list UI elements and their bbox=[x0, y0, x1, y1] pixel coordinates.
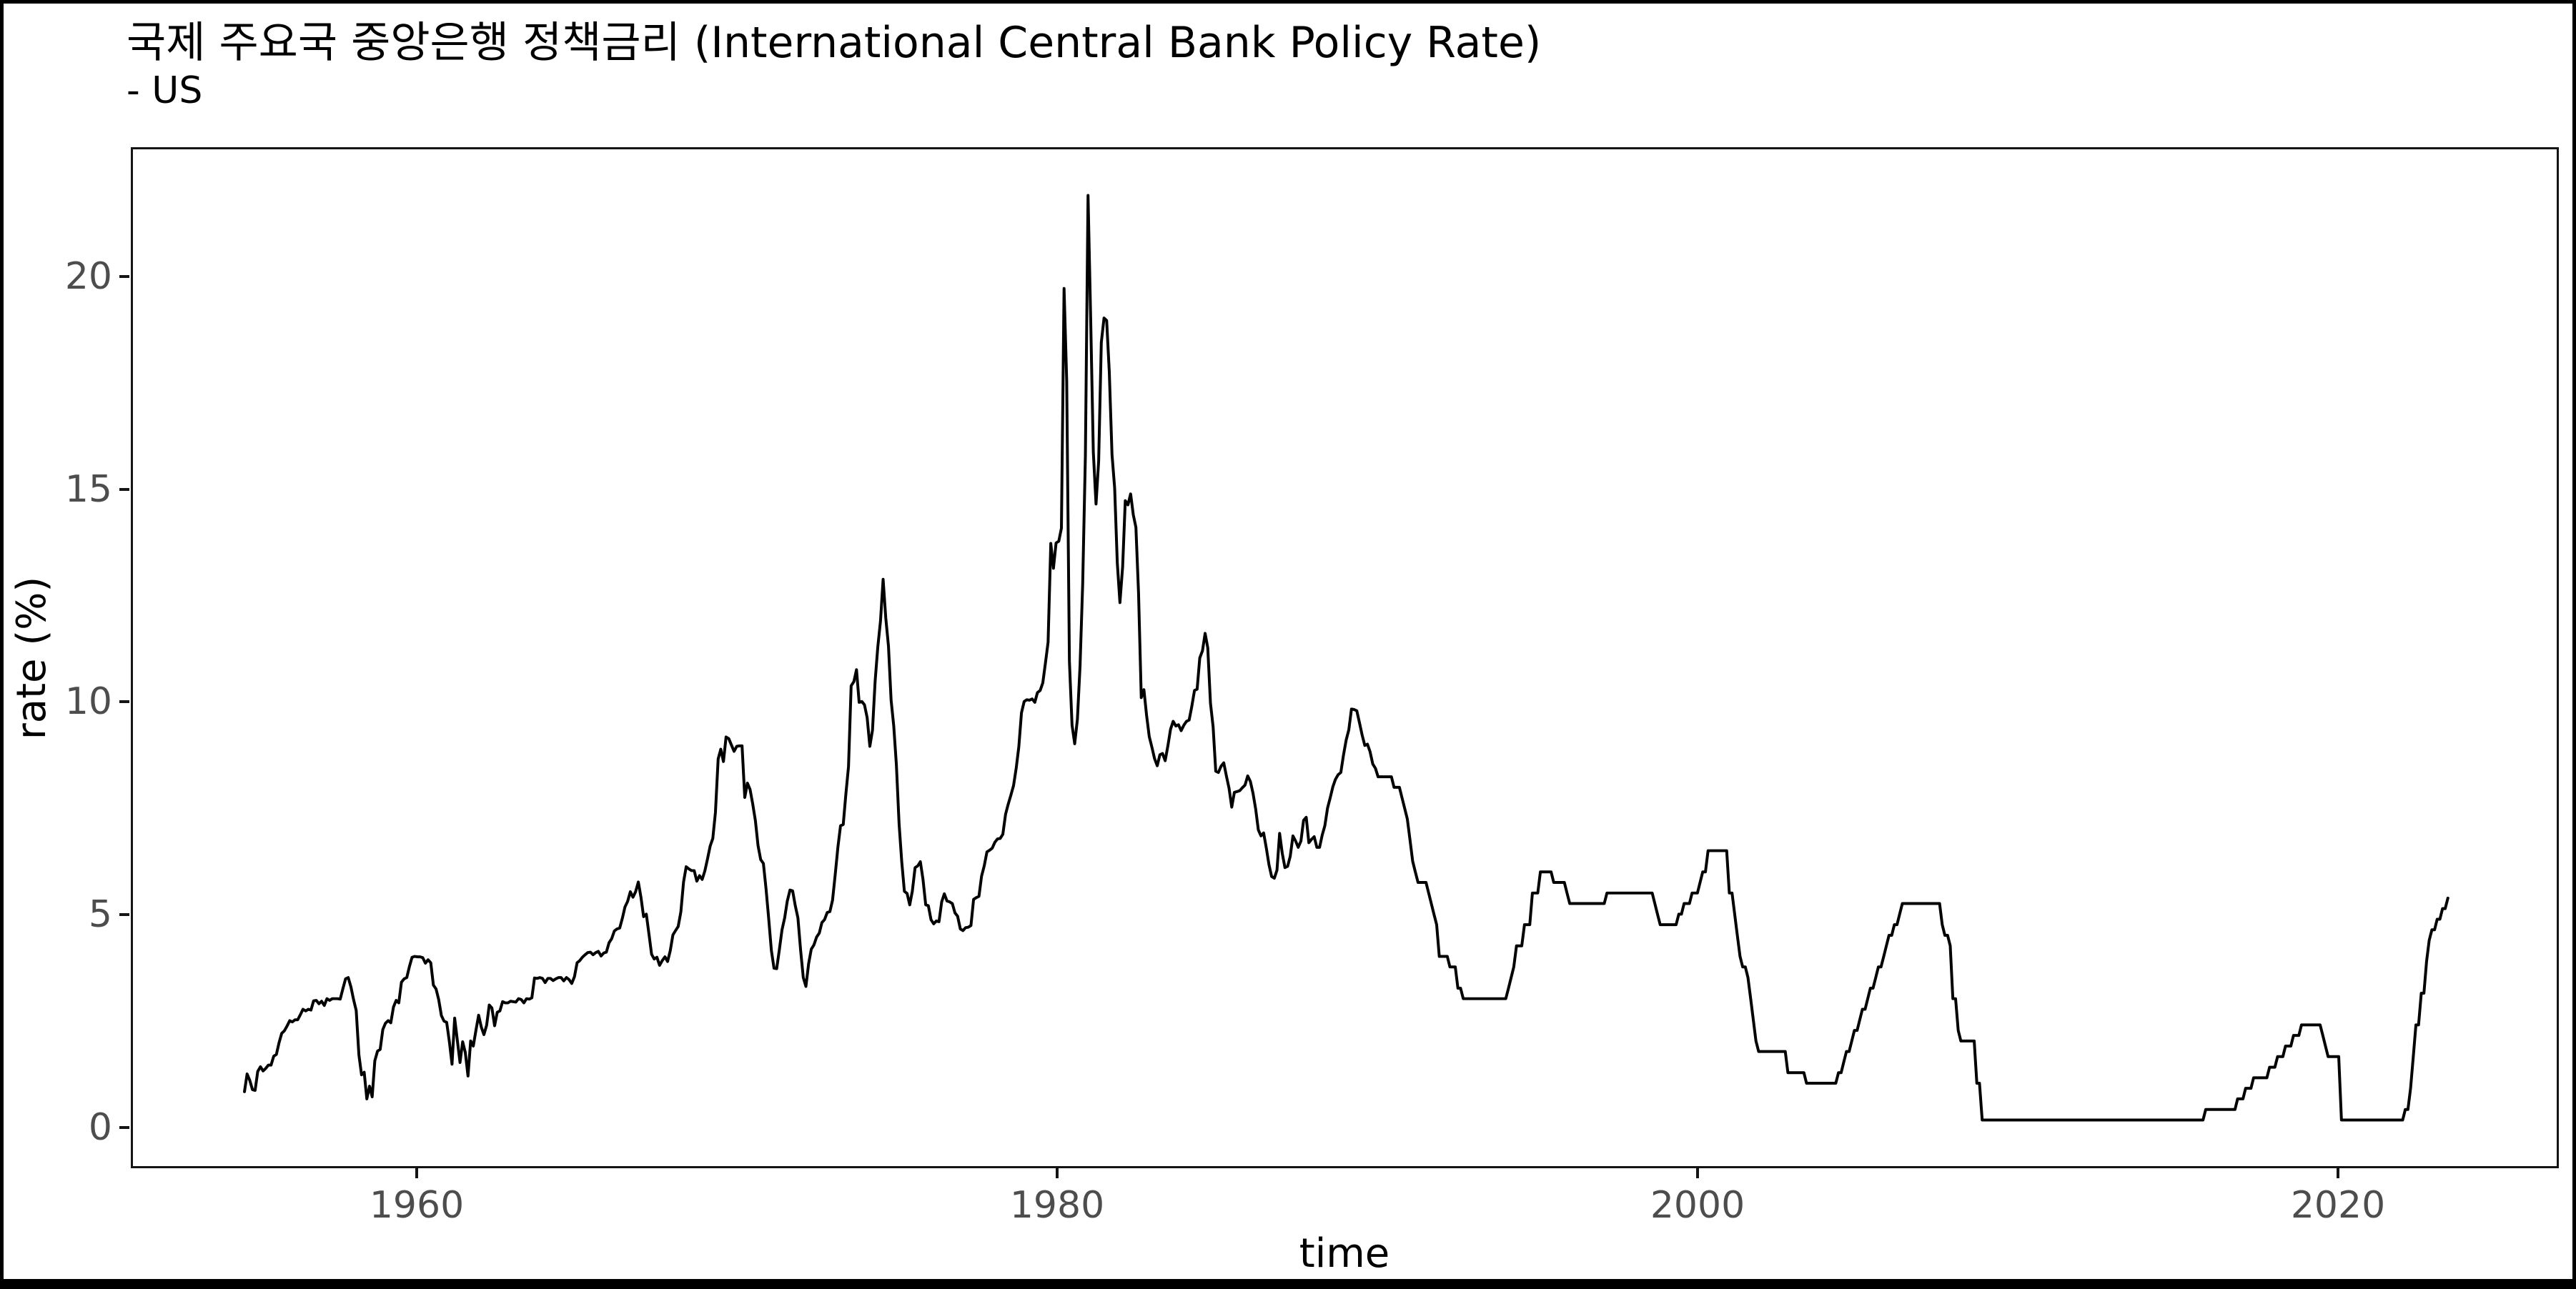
x-tick-label-1960: 1960 bbox=[369, 1184, 465, 1227]
y-tick-15 bbox=[119, 488, 129, 491]
x-tick-1980 bbox=[1056, 1168, 1059, 1178]
y-tick-20 bbox=[119, 275, 129, 278]
y-tick-label-15: 15 bbox=[64, 468, 112, 511]
rate-line-chart bbox=[243, 194, 2449, 1122]
y-tick-label-5: 5 bbox=[88, 893, 112, 936]
y-tick-label-0: 0 bbox=[88, 1106, 112, 1149]
y-tick-label-20: 20 bbox=[64, 255, 112, 298]
y-axis-title: rate (%) bbox=[9, 576, 55, 740]
x-tick-label-2000: 2000 bbox=[1650, 1184, 1745, 1227]
y-tick-label-10: 10 bbox=[64, 680, 112, 723]
x-tick-label-2020: 2020 bbox=[2290, 1184, 2386, 1227]
y-tick-10 bbox=[119, 700, 129, 703]
x-tick-2020 bbox=[2337, 1168, 2339, 1178]
chart-title: 국제 주요국 중앙은행 정책금리 (International Central … bbox=[127, 18, 1542, 68]
x-axis-title: time bbox=[1299, 1230, 1390, 1277]
y-tick-0 bbox=[119, 1126, 129, 1129]
x-tick-label-1980: 1980 bbox=[1009, 1184, 1105, 1227]
chart-subtitle: - US bbox=[127, 69, 203, 112]
plot-panel bbox=[131, 147, 2559, 1168]
y-tick-5 bbox=[119, 913, 129, 916]
x-tick-1960 bbox=[415, 1168, 418, 1178]
x-tick-2000 bbox=[1696, 1168, 1699, 1178]
us-rate-line bbox=[243, 194, 2449, 1122]
